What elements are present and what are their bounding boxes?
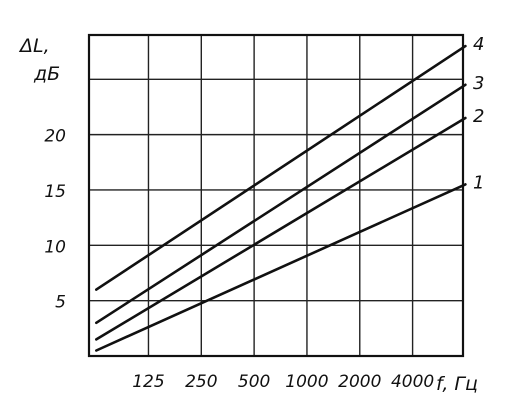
series-label-1: 1 [473, 172, 484, 193]
x-tick-label-1000: 1000 [285, 372, 328, 392]
series-line-4 [95, 44, 467, 291]
plot-frame [87, 33, 465, 358]
y-axis-label-line2: дБ [33, 63, 60, 85]
x-tick-label-125: 125 [132, 372, 164, 392]
x-tick-label-250: 250 [185, 372, 217, 392]
series-label-4: 4 [473, 34, 484, 55]
series-label-2: 2 [473, 106, 484, 127]
y-tick-label-5: 5 [55, 293, 66, 313]
x-tick-label-2000: 2000 [338, 372, 381, 392]
x-tick-label-500: 500 [238, 372, 270, 392]
grid [89, 35, 463, 356]
y-tick-label-20: 20 [44, 127, 66, 147]
series-line-1 [95, 183, 467, 352]
y-tick-label-10: 10 [44, 237, 66, 257]
y-tick-labels: 5 10 15 20 [44, 127, 66, 313]
y-tick-label-15: 15 [44, 182, 66, 202]
series-line-2 [95, 116, 467, 341]
series-line-3 [95, 83, 467, 325]
x-axis-label: f, Гц [436, 373, 478, 395]
series-label-3: 3 [473, 73, 484, 94]
series-labels: 1 2 3 4 [473, 34, 484, 193]
y-axis-label-line1: ΔL, [18, 35, 50, 57]
x-tick-labels: 125 250 500 1000 2000 4000 [132, 372, 434, 392]
x-tick-label-4000: 4000 [391, 372, 434, 392]
series-lines [95, 44, 467, 352]
